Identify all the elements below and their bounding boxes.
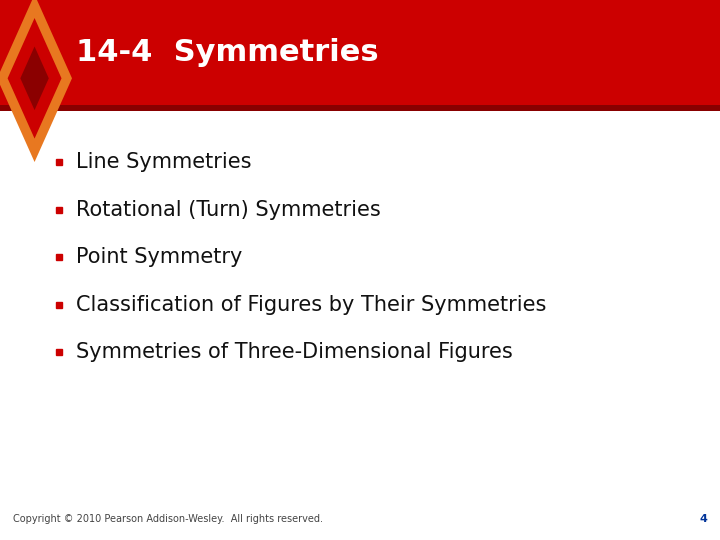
Text: Line Symmetries: Line Symmetries (76, 152, 251, 172)
Text: Classification of Figures by Their Symmetries: Classification of Figures by Their Symme… (76, 294, 546, 315)
Polygon shape (20, 46, 49, 110)
Polygon shape (8, 18, 61, 139)
Text: Copyright © 2010 Pearson Addison-Wesley.  All rights reserved.: Copyright © 2010 Pearson Addison-Wesley.… (13, 515, 323, 524)
Bar (0, 0, 720, 105)
Text: Point Symmetry: Point Symmetry (76, 247, 242, 267)
Text: 4: 4 (699, 515, 707, 524)
Text: 14-4  Symmetries: 14-4 Symmetries (76, 38, 378, 67)
Text: Symmetries of Three-Dimensional Figures: Symmetries of Three-Dimensional Figures (76, 342, 513, 362)
Bar (0, 105, 720, 111)
Polygon shape (0, 0, 72, 162)
Text: Rotational (Turn) Symmetries: Rotational (Turn) Symmetries (76, 199, 380, 220)
